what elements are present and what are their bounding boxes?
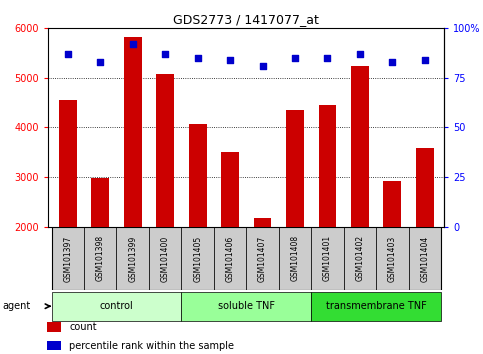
Point <box>194 55 201 61</box>
Bar <box>246 227 279 290</box>
Bar <box>351 67 369 227</box>
Bar <box>59 100 77 227</box>
Bar <box>416 148 434 227</box>
Bar <box>84 227 116 290</box>
Text: soluble TNF: soluble TNF <box>218 301 275 311</box>
Bar <box>384 181 401 227</box>
Bar <box>376 227 409 290</box>
Bar <box>254 218 271 227</box>
Text: count: count <box>70 322 97 332</box>
Bar <box>91 178 109 227</box>
Text: GSM101401: GSM101401 <box>323 235 332 281</box>
Bar <box>286 110 304 227</box>
Bar <box>344 227 376 290</box>
Point <box>291 55 299 61</box>
Bar <box>279 227 311 290</box>
Text: GSM101400: GSM101400 <box>161 235 170 281</box>
Point <box>356 51 364 57</box>
Bar <box>47 341 61 350</box>
Bar <box>182 292 311 321</box>
Point <box>129 41 137 47</box>
Text: GSM101399: GSM101399 <box>128 235 137 281</box>
Text: GSM101407: GSM101407 <box>258 235 267 281</box>
Point <box>324 55 331 61</box>
Point <box>259 63 267 69</box>
Bar <box>409 227 441 290</box>
Text: GSM101404: GSM101404 <box>420 235 429 281</box>
Text: GSM101408: GSM101408 <box>291 235 299 281</box>
Point <box>161 51 169 57</box>
Text: GSM101405: GSM101405 <box>193 235 202 281</box>
Bar <box>116 227 149 290</box>
Bar <box>52 292 182 321</box>
Bar <box>189 125 207 227</box>
Point <box>64 51 71 57</box>
Bar <box>319 105 337 227</box>
Text: GSM101398: GSM101398 <box>96 235 105 281</box>
Text: percentile rank within the sample: percentile rank within the sample <box>70 341 234 351</box>
Point <box>388 59 396 65</box>
Bar <box>221 152 239 227</box>
Point <box>421 57 429 63</box>
Text: transmembrane TNF: transmembrane TNF <box>326 301 426 311</box>
Bar <box>214 227 246 290</box>
Text: GSM101397: GSM101397 <box>63 235 72 281</box>
Bar <box>149 227 182 290</box>
Text: agent: agent <box>2 301 30 311</box>
Point <box>226 57 234 63</box>
Text: GSM101402: GSM101402 <box>355 235 365 281</box>
Bar <box>124 37 142 227</box>
Text: GSM101406: GSM101406 <box>226 235 235 281</box>
Title: GDS2773 / 1417077_at: GDS2773 / 1417077_at <box>173 13 319 26</box>
Text: GSM101403: GSM101403 <box>388 235 397 281</box>
Point <box>97 59 104 65</box>
Bar <box>311 292 441 321</box>
Bar <box>311 227 344 290</box>
Bar <box>156 74 174 227</box>
Bar <box>182 227 214 290</box>
Bar <box>52 227 84 290</box>
Bar <box>47 322 61 332</box>
Text: control: control <box>99 301 133 311</box>
